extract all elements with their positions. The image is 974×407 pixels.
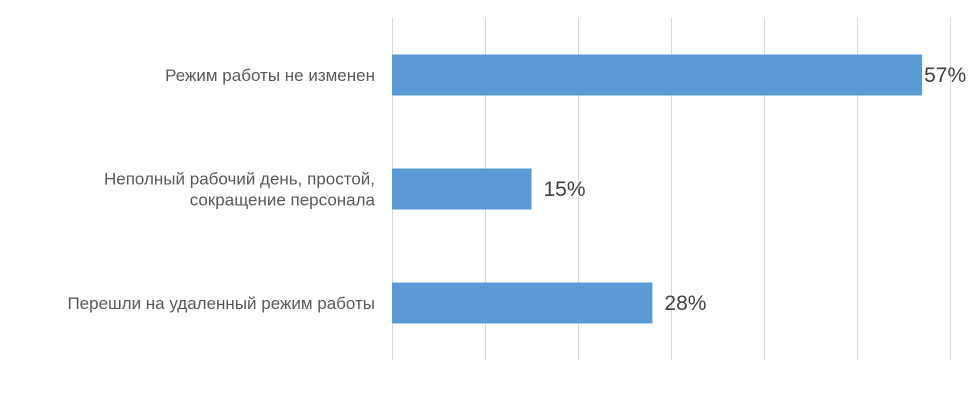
bar [392, 54, 923, 96]
bar [392, 168, 532, 210]
category-label-line: сокращение персонала [190, 191, 376, 210]
data-label: 28% [664, 292, 706, 315]
bar [392, 282, 653, 324]
bars [392, 54, 923, 324]
data-labels: 57% 15% 28% [544, 64, 967, 315]
category-label: Режим работы не изменен [165, 66, 375, 85]
category-label-line: Режим работы не изменен [165, 66, 375, 85]
category-labels: Режим работы не изменен Неполный рабочий … [67, 66, 375, 313]
data-label: 57% [924, 64, 966, 87]
category-label-line: Перешли на удаленный режим работы [67, 294, 375, 313]
category-label: Перешли на удаленный режим работы [67, 294, 375, 313]
category-label: Неполный рабочий день, простой, сокращени… [104, 170, 376, 210]
category-label-line: Неполный рабочий день, простой, [104, 170, 375, 189]
data-label: 15% [544, 178, 586, 201]
